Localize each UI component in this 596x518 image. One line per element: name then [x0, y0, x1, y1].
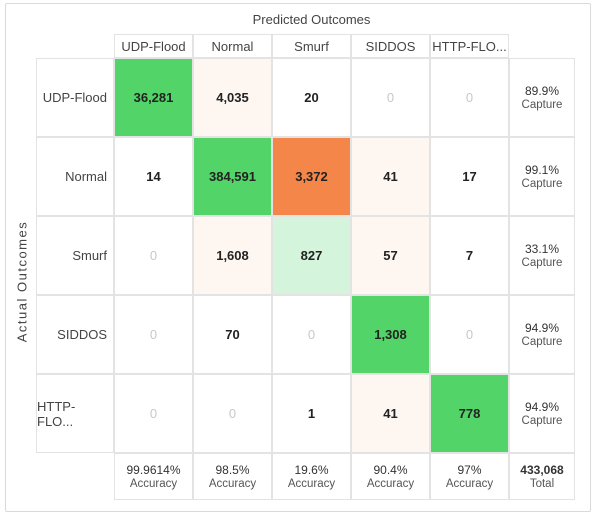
matrix-cell: 827	[272, 216, 351, 295]
capture-label: Capture	[521, 177, 563, 190]
matrix-cell: 1	[272, 374, 351, 453]
total-stat: 433,068 Total	[509, 453, 575, 500]
capture-label: Capture	[521, 256, 563, 269]
matrix-cell: 0	[430, 58, 509, 137]
capture-value: 89.9%	[524, 83, 560, 98]
capture-value: 33.1%	[524, 241, 560, 256]
matrix-cell: 17	[430, 137, 509, 216]
accuracy-stat: 90.4% Accuracy	[351, 453, 430, 500]
accuracy-stat: 19.6% Accuracy	[272, 453, 351, 500]
matrix-cell: 778	[430, 374, 509, 453]
matrix-cell: 0	[430, 295, 509, 374]
row-label: Normal	[36, 137, 114, 216]
matrix-cell: 1,608	[193, 216, 272, 295]
matrix-cell: 0	[114, 295, 193, 374]
capture-stat: 99.1% Capture	[509, 137, 575, 216]
capture-label: Capture	[521, 414, 563, 427]
row-label: HTTP-FLO...	[36, 374, 114, 453]
x-axis-title: Predicted Outcomes	[252, 12, 371, 27]
matrix-cell: 57	[351, 216, 430, 295]
accuracy-label: Accuracy	[287, 477, 336, 490]
matrix-cell: 20	[272, 58, 351, 137]
matrix-cell: 0	[114, 216, 193, 295]
matrix-cell: 0	[272, 295, 351, 374]
matrix-cell: 70	[193, 295, 272, 374]
capture-stat: 94.9% Capture	[509, 374, 575, 453]
capture-value: 94.9%	[524, 320, 560, 335]
column-header: SIDDOS	[351, 34, 430, 58]
column-header: UDP-Flood	[114, 34, 193, 58]
capture-stat: 33.1% Capture	[509, 216, 575, 295]
accuracy-value: 90.4%	[373, 462, 408, 477]
capture-stat: 89.9% Capture	[509, 58, 575, 137]
matrix-cell: 7	[430, 216, 509, 295]
matrix-cell: 36,281	[114, 58, 193, 137]
row-label: UDP-Flood	[36, 58, 114, 137]
column-header: HTTP-FLO...	[430, 34, 509, 58]
capture-label: Capture	[521, 98, 563, 111]
row-label: SIDDOS	[36, 295, 114, 374]
matrix-cell: 0	[193, 374, 272, 453]
accuracy-value: 97%	[457, 462, 482, 477]
matrix-cell: 3,372	[272, 137, 351, 216]
total-label: Total	[529, 477, 555, 490]
accuracy-stat: 97% Accuracy	[430, 453, 509, 500]
capture-label: Capture	[521, 335, 563, 348]
accuracy-stat: 99.9614% Accuracy	[114, 453, 193, 500]
total-value: 433,068	[520, 462, 564, 477]
accuracy-label: Accuracy	[208, 477, 257, 490]
confusion-matrix-panel	[5, 3, 591, 512]
matrix-cell: 1,308	[351, 295, 430, 374]
accuracy-value: 98.5%	[215, 462, 250, 477]
accuracy-label: Accuracy	[366, 477, 415, 490]
matrix-cell: 0	[114, 374, 193, 453]
matrix-cell: 4,035	[193, 58, 272, 137]
matrix-cell: 14	[114, 137, 193, 216]
capture-value: 99.1%	[524, 162, 560, 177]
y-axis-title: Actual Outcomes	[14, 220, 30, 343]
row-label: Smurf	[36, 216, 114, 295]
matrix-cell: 384,591	[193, 137, 272, 216]
accuracy-value: 19.6%	[294, 462, 329, 477]
capture-stat: 94.9% Capture	[509, 295, 575, 374]
accuracy-label: Accuracy	[445, 477, 494, 490]
accuracy-label: Accuracy	[129, 477, 178, 490]
column-header: Normal	[193, 34, 272, 58]
accuracy-value: 99.9614%	[126, 462, 181, 477]
matrix-cell: 41	[351, 374, 430, 453]
accuracy-stat: 98.5% Accuracy	[193, 453, 272, 500]
matrix-cell: 0	[351, 58, 430, 137]
column-header: Smurf	[272, 34, 351, 58]
matrix-cell: 41	[351, 137, 430, 216]
capture-value: 94.9%	[524, 399, 560, 414]
